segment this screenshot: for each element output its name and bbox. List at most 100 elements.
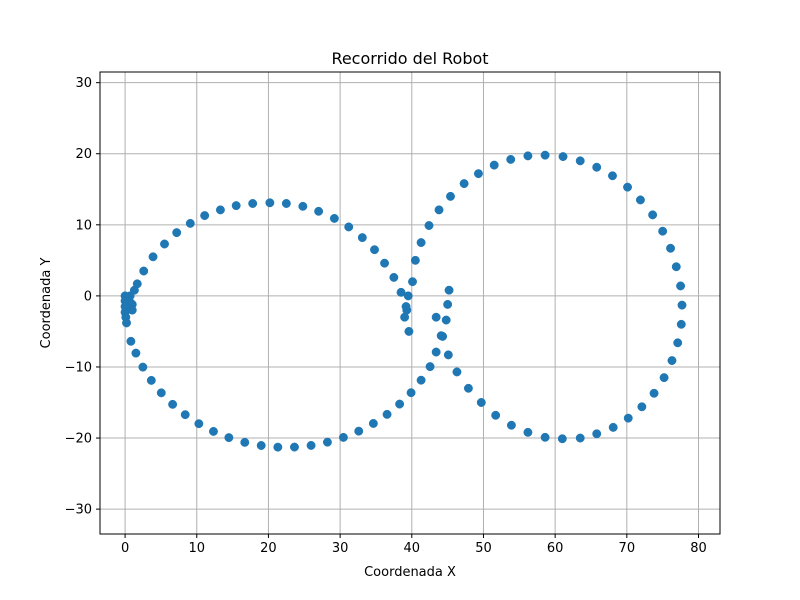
data-point bbox=[224, 433, 234, 443]
data-point bbox=[557, 434, 567, 444]
data-point bbox=[592, 429, 602, 439]
data-point bbox=[444, 285, 454, 295]
y-tick-label: −20 bbox=[65, 432, 92, 447]
data-point bbox=[416, 375, 426, 385]
data-point bbox=[298, 201, 308, 211]
x-tick-label: 0 bbox=[121, 541, 129, 556]
data-point bbox=[370, 245, 379, 255]
data-point bbox=[463, 383, 473, 393]
x-tick-label: 70 bbox=[619, 541, 636, 556]
data-point bbox=[168, 399, 178, 409]
y-axis-ticks: −30 −20 −10 0 10 20 30 bbox=[65, 76, 100, 518]
data-point bbox=[132, 279, 142, 289]
data-point bbox=[575, 156, 585, 166]
x-axis-label: Coordenada X bbox=[364, 565, 456, 580]
data-point bbox=[314, 206, 324, 216]
data-point bbox=[273, 442, 283, 452]
x-tick-label: 60 bbox=[547, 541, 564, 556]
data-point bbox=[623, 182, 632, 192]
data-point bbox=[240, 437, 250, 447]
y-tick-label: 30 bbox=[75, 76, 92, 91]
x-tick-label: 80 bbox=[690, 541, 707, 556]
y-axis-label: Coordenada Y bbox=[39, 258, 54, 349]
chart-title: Recorrido del Robot bbox=[331, 49, 488, 68]
data-point bbox=[231, 201, 241, 211]
data-point bbox=[575, 433, 585, 443]
data-point bbox=[139, 266, 149, 276]
data-point bbox=[608, 171, 617, 181]
x-axis-ticks: 0 10 20 30 40 50 60 70 80 bbox=[121, 534, 707, 556]
data-point bbox=[558, 152, 568, 162]
data-point bbox=[540, 150, 550, 160]
data-point bbox=[185, 218, 195, 228]
data-point bbox=[344, 222, 354, 232]
data-point bbox=[322, 437, 332, 447]
data-point bbox=[424, 221, 434, 230]
data-point bbox=[306, 440, 316, 450]
data-point bbox=[400, 312, 410, 322]
data-point bbox=[408, 277, 417, 287]
data-point bbox=[676, 319, 686, 329]
data-point bbox=[122, 318, 131, 328]
data-points bbox=[120, 150, 687, 452]
data-point bbox=[608, 422, 618, 432]
data-point bbox=[436, 331, 446, 341]
y-tick-label: −30 bbox=[65, 503, 92, 518]
data-point bbox=[623, 413, 633, 423]
data-point bbox=[431, 347, 441, 357]
data-point bbox=[357, 233, 367, 243]
data-point bbox=[506, 154, 516, 164]
data-point bbox=[338, 432, 348, 442]
data-point bbox=[676, 281, 686, 291]
data-point bbox=[425, 362, 435, 372]
x-tick-label: 30 bbox=[332, 541, 349, 556]
data-point bbox=[673, 338, 683, 348]
data-point bbox=[677, 300, 687, 310]
data-point bbox=[476, 398, 486, 407]
y-tick-label: 20 bbox=[75, 147, 92, 162]
data-point bbox=[148, 252, 158, 262]
x-tick-label: 20 bbox=[260, 541, 277, 556]
data-point bbox=[446, 191, 455, 201]
x-tick-label: 10 bbox=[188, 541, 205, 556]
data-point bbox=[209, 426, 218, 436]
data-point bbox=[389, 272, 399, 282]
data-point bbox=[648, 210, 658, 220]
data-point bbox=[395, 399, 405, 409]
data-point bbox=[506, 420, 516, 430]
data-point bbox=[290, 442, 299, 452]
data-point bbox=[431, 312, 441, 322]
data-point bbox=[441, 315, 451, 325]
data-point bbox=[215, 205, 225, 215]
data-point bbox=[406, 388, 416, 398]
data-point bbox=[180, 410, 190, 420]
data-point bbox=[265, 198, 275, 208]
y-tick-label: 10 bbox=[75, 218, 92, 233]
data-point bbox=[380, 258, 390, 268]
data-point bbox=[523, 151, 533, 161]
data-point bbox=[659, 373, 669, 383]
data-point bbox=[160, 239, 169, 249]
y-tick-label: −10 bbox=[65, 360, 92, 375]
data-point bbox=[404, 326, 414, 336]
data-point bbox=[658, 226, 668, 236]
data-point bbox=[126, 336, 136, 346]
data-point bbox=[434, 205, 444, 215]
data-point bbox=[329, 213, 339, 223]
data-point bbox=[635, 195, 645, 205]
data-point bbox=[474, 169, 483, 179]
data-point bbox=[540, 432, 550, 442]
x-tick-label: 50 bbox=[475, 541, 492, 556]
data-point bbox=[156, 388, 166, 398]
data-point bbox=[489, 160, 499, 170]
data-point bbox=[592, 162, 602, 172]
data-point bbox=[382, 409, 392, 419]
data-point bbox=[671, 262, 681, 272]
data-point bbox=[523, 427, 533, 437]
data-point bbox=[172, 228, 182, 238]
data-point bbox=[146, 375, 156, 385]
data-point bbox=[667, 356, 677, 366]
plot-frame bbox=[99, 71, 721, 535]
